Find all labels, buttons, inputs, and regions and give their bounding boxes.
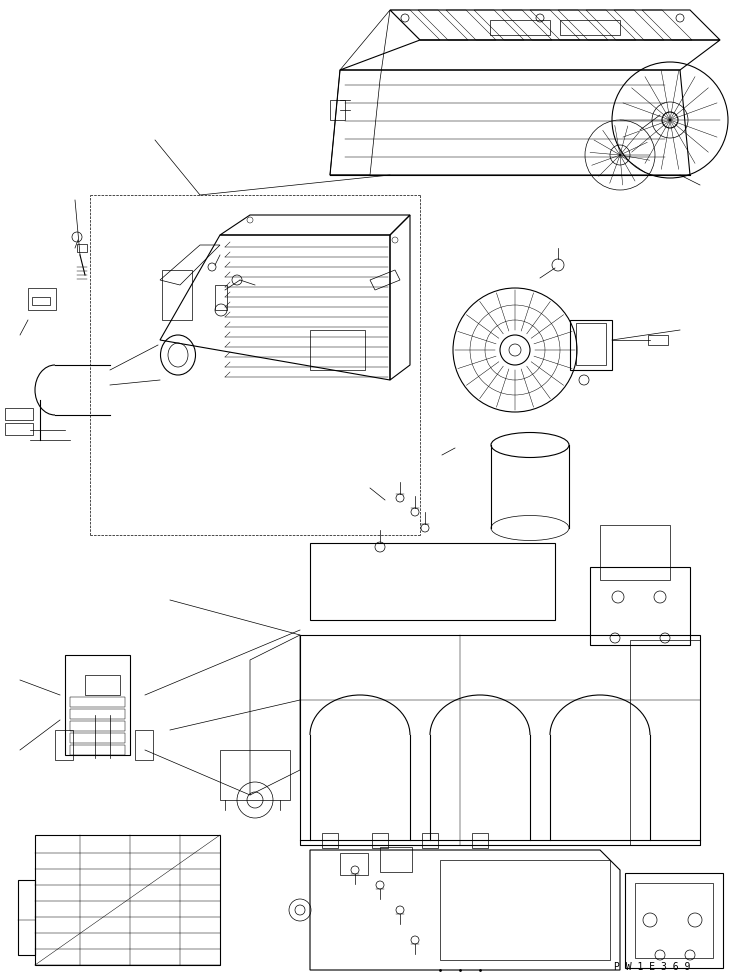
Bar (635, 883, 713, 958)
Bar (570, 320, 612, 370)
Ellipse shape (491, 515, 569, 541)
Bar (600, 525, 670, 580)
Bar (576, 323, 606, 365)
Bar (472, 833, 488, 848)
Bar (625, 873, 723, 968)
Bar (85, 675, 120, 695)
Bar (162, 270, 192, 320)
Bar (215, 285, 227, 310)
Bar (65, 655, 130, 755)
Bar (70, 709, 125, 719)
Bar (648, 335, 668, 345)
Bar (380, 847, 412, 872)
Bar (135, 730, 153, 760)
Bar (5, 423, 33, 435)
Bar (70, 721, 125, 731)
Bar (5, 408, 33, 420)
Bar (422, 833, 438, 848)
Bar (18, 880, 35, 955)
Bar (220, 750, 290, 800)
Bar (32, 297, 50, 305)
Bar (70, 697, 125, 707)
Bar (310, 330, 365, 370)
Bar (560, 20, 620, 35)
Bar (490, 20, 550, 35)
Bar (372, 833, 388, 848)
Bar (70, 733, 125, 743)
Bar (55, 730, 73, 760)
Bar (340, 853, 368, 875)
Bar (28, 288, 56, 310)
Bar (322, 833, 338, 848)
Bar (70, 745, 125, 755)
Bar (35, 835, 220, 965)
Text: P W 1 E 3 6 9: P W 1 E 3 6 9 (614, 962, 690, 972)
Bar (330, 100, 345, 120)
Bar (77, 244, 87, 252)
